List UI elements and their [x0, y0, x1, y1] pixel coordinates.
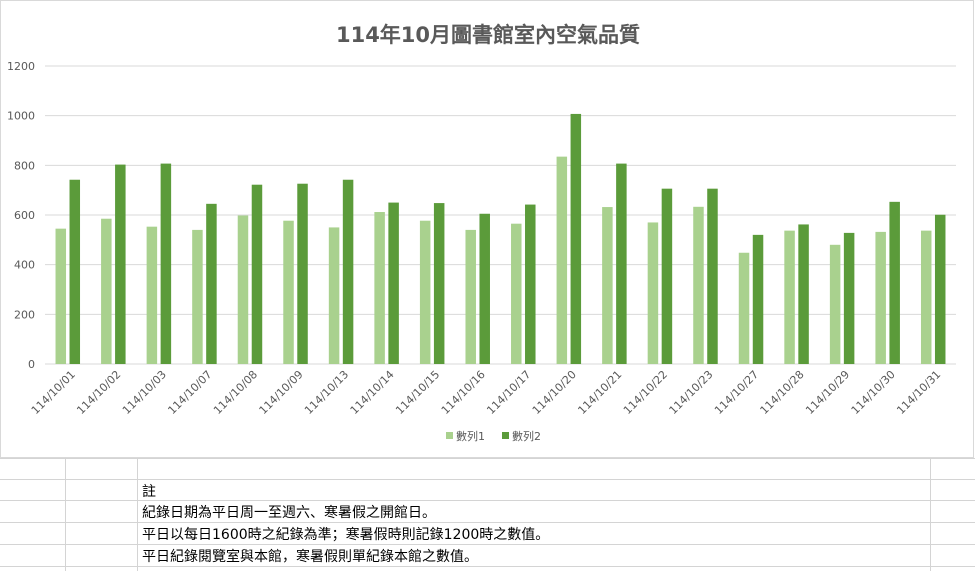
bar-series-2: [388, 202, 399, 364]
x-tick-label: 114/10/16: [439, 368, 488, 417]
x-tick-label: 114/10/07: [165, 368, 214, 417]
x-tick-label: 114/10/13: [302, 368, 351, 417]
legend: 數列1 數列2: [446, 429, 541, 443]
x-tick-label: 114/10/15: [393, 368, 442, 417]
bar-series-2: [798, 224, 809, 364]
bar-chart: 114年10月圖書館室內空氣品質 0 200 400 600 800 1000 1200 1…: [7, 23, 956, 443]
legend-label-series-2: 數列2: [512, 429, 541, 443]
notes-header: 註: [142, 484, 156, 500]
y-tick-label: 1000: [7, 110, 35, 123]
legend-label-series-1: 數列1: [456, 429, 485, 443]
y-tick-label: 800: [14, 159, 35, 172]
bar-series-2: [251, 184, 263, 364]
y-axis-tick-labels: 0 200 400 600 800 1000 1200: [7, 60, 35, 371]
chart-title: 114年10月圖書館室內空氣品質: [336, 23, 640, 47]
gridlines: [45, 65, 956, 365]
bar-series-2: [707, 188, 718, 364]
bar-series-1: [374, 212, 385, 364]
x-tick-label: 114/10/22: [621, 368, 670, 417]
bar-series-1: [55, 228, 67, 364]
y-tick-label: 400: [14, 259, 35, 272]
bar-series-1: [875, 231, 886, 364]
bar-series-2: [661, 188, 673, 364]
bar-series-1: [829, 244, 841, 364]
bar-series-2: [889, 201, 900, 364]
bar-series-1: [419, 220, 431, 364]
bar-series-2: [69, 179, 81, 364]
bar-series-1: [602, 207, 613, 364]
bar-series-2: [616, 163, 627, 364]
bar-series-1: [647, 222, 659, 364]
bar-series-1: [192, 229, 203, 364]
y-tick-label: 600: [14, 209, 35, 222]
x-tick-label: 114/10/21: [575, 368, 624, 417]
x-tick-label: 114/10/20: [530, 368, 579, 417]
x-tick-label: 114/10/03: [120, 368, 169, 417]
y-tick-label: 0: [28, 358, 35, 371]
bars: [55, 113, 946, 364]
bar-series-1: [784, 230, 795, 364]
x-tick-label: 114/10/09: [257, 368, 306, 417]
x-tick-label: 114/10/27: [712, 368, 761, 417]
bar-series-2: [115, 164, 126, 364]
bar-series-1: [465, 229, 476, 364]
bar-series-1: [146, 226, 158, 364]
bar-series-2: [433, 203, 445, 364]
bar-series-1: [328, 227, 340, 364]
bar-series-2: [206, 203, 217, 364]
x-tick-label: 114/10/28: [758, 368, 807, 417]
chart-area[interactable]: 114年10月圖書館室內空氣品質 0 200 400 600 800 1000 1200 1…: [0, 0, 974, 458]
x-tick-label: 114/10/31: [894, 368, 943, 417]
bar-series-1: [693, 206, 704, 364]
x-tick-label: 114/10/30: [849, 368, 898, 417]
bar-series-2: [525, 204, 536, 364]
x-tick-label: 114/10/08: [211, 368, 260, 417]
bar-series-1: [283, 220, 294, 364]
bar-series-1: [738, 252, 750, 364]
bar-series-2: [752, 234, 764, 364]
x-axis-tick-labels: 114/10/01114/10/02114/10/03114/10/07114/…: [29, 368, 944, 417]
bar-series-1: [920, 230, 932, 364]
x-tick-label: 114/10/23: [667, 368, 716, 417]
x-tick-label: 114/10/01: [29, 368, 78, 417]
bar-series-2: [479, 213, 490, 364]
x-tick-label: 114/10/14: [348, 368, 397, 417]
bar-series-2: [160, 163, 172, 364]
bar-series-1: [237, 215, 249, 364]
bar-series-1: [101, 218, 112, 364]
x-tick-label: 114/10/17: [484, 368, 533, 417]
x-tick-label: 114/10/02: [74, 368, 123, 417]
note-line-3: 平日紀錄閱覽室與本館，寒暑假則單紀錄本館之數值。: [142, 549, 478, 565]
note-line-2: 平日以每日1600時之紀錄為準；寒暑假時則記錄1200時之數值。: [142, 527, 550, 543]
bar-series-1: [511, 223, 522, 364]
legend-swatch-series-2: [502, 432, 509, 439]
bar-series-2: [297, 183, 308, 364]
bar-series-1: [556, 156, 568, 364]
bar-series-2: [342, 179, 354, 364]
y-tick-label: 200: [14, 308, 35, 321]
bar-series-2: [934, 214, 946, 364]
legend-swatch-series-1: [446, 432, 453, 439]
x-tick-label: 114/10/29: [803, 368, 852, 417]
y-tick-label: 1200: [7, 60, 35, 73]
bar-series-2: [843, 232, 855, 364]
bar-series-2: [570, 113, 582, 364]
note-line-1: 紀錄日期為平日周一至週六、寒暑假之開館日。: [142, 505, 436, 521]
